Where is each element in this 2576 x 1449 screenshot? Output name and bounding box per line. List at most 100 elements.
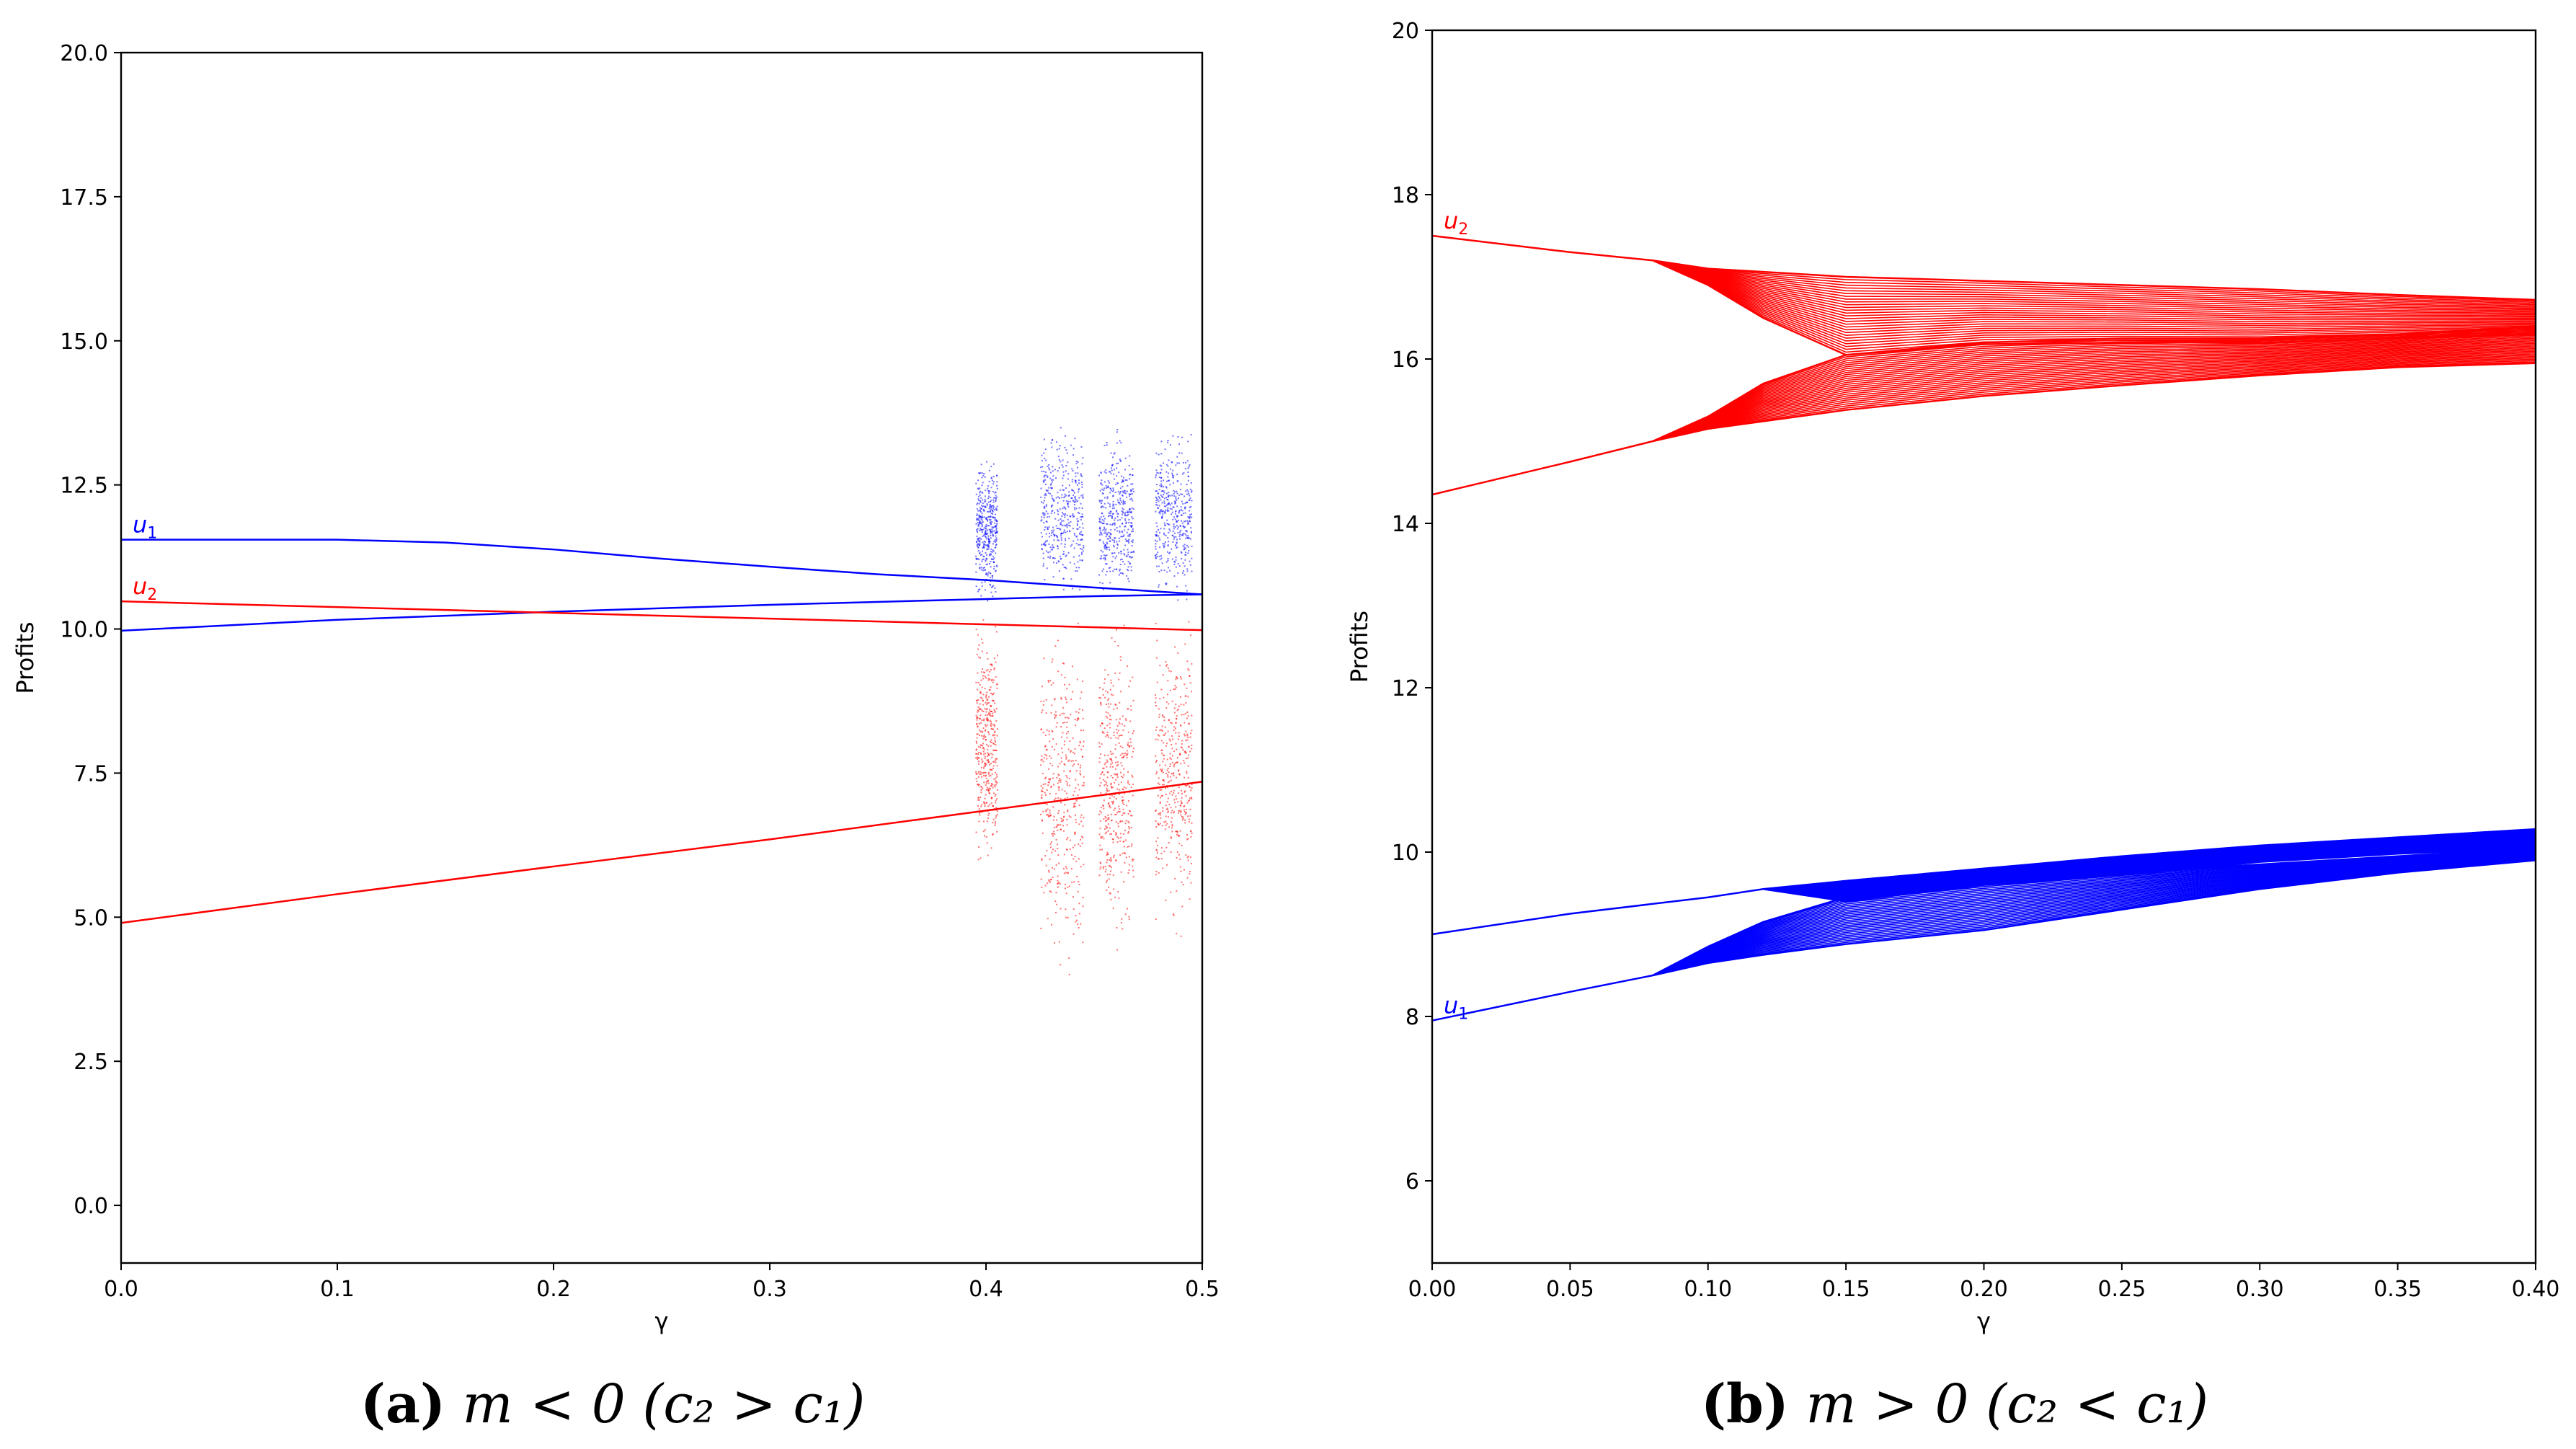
chaos-point (1098, 742, 1101, 744)
chaos-point (1155, 701, 1157, 704)
chaos-point (1176, 709, 1178, 712)
chaos-point (1045, 459, 1047, 461)
chaos-point (1099, 868, 1101, 870)
chaos-point (1171, 824, 1173, 826)
chaos-point (1124, 812, 1126, 814)
chaos-point (1188, 818, 1190, 820)
chaos-point (977, 531, 979, 533)
chaos-point (1111, 760, 1113, 762)
chaos-point (985, 559, 987, 561)
chaos-point (1109, 510, 1111, 513)
chaos-point (982, 694, 985, 696)
band-curve (1652, 260, 2536, 314)
chaos-point (1116, 499, 1119, 501)
chaos-point (1099, 848, 1101, 851)
chaos-point (991, 728, 993, 730)
chaos-point (984, 829, 986, 831)
panel-a-chart: 0.0 0.1 0.2 0.3 0.4 0.50.02.55.07.510.012.515… (12, 41, 1220, 1335)
chaos-point (1155, 452, 1158, 454)
chaos-point (1182, 749, 1184, 751)
chaos-point (975, 778, 977, 780)
chaos-point (1109, 513, 1111, 515)
chaos-point (1050, 534, 1052, 536)
chaos-point (1052, 533, 1054, 536)
chaos-point (1181, 743, 1183, 745)
chaos-point (1062, 577, 1065, 580)
chaos-point (1075, 475, 1077, 477)
band-curve (1653, 260, 2536, 302)
chaos-point (1109, 718, 1111, 720)
chaos-point (1127, 512, 1129, 514)
band-fill (1652, 847, 2536, 976)
chaos-point (1102, 588, 1104, 590)
chaos-point (1128, 918, 1130, 921)
chaos-point (1169, 551, 1171, 554)
chaos-point (987, 752, 989, 754)
chaos-point (1182, 817, 1184, 820)
chaos-point (1066, 524, 1068, 526)
chaos-point (1169, 753, 1171, 755)
chaos-point (1056, 776, 1058, 779)
chaos-point (980, 510, 982, 513)
chaos-point (1186, 660, 1189, 663)
x-tick-label: 0.25 (2097, 1277, 2146, 1302)
chaos-point (1104, 669, 1106, 671)
chaos-point (1175, 795, 1177, 797)
chaos-point (1171, 794, 1173, 796)
chaos-point (1176, 776, 1178, 779)
chaos-point (978, 559, 980, 561)
chaos-point (985, 763, 987, 765)
chaos-point (1126, 575, 1128, 577)
chaos-point (1122, 715, 1124, 717)
chaos-point (1127, 665, 1129, 668)
chaos-point (987, 600, 989, 602)
chaos-point (985, 532, 987, 534)
y-tick-label: 12 (1392, 676, 1419, 701)
chaos-point (1170, 776, 1172, 778)
chaos-point (1128, 464, 1130, 466)
chaos-point (1123, 786, 1125, 788)
chaos-point (1080, 518, 1082, 520)
chaos-point (1052, 475, 1054, 477)
chaos-point (1132, 750, 1134, 753)
series-label: u1 (133, 511, 157, 543)
chaos-point (982, 492, 984, 494)
chaos-point (989, 505, 991, 508)
chaos-point (1063, 553, 1065, 555)
chaos-point (986, 786, 988, 789)
chaos-point (1170, 812, 1172, 814)
chaos-point (1111, 467, 1113, 469)
chaos-point (1056, 819, 1058, 821)
chaos-point (1183, 570, 1185, 572)
chaos-point (1062, 820, 1064, 822)
chaos-point (1175, 806, 1177, 808)
chaos-point (1190, 434, 1192, 436)
chaos-point (1173, 914, 1175, 916)
chaos-point (1163, 734, 1165, 736)
chaos-point (1049, 740, 1051, 743)
series-line (120, 600, 1203, 632)
chaos-point (1174, 491, 1176, 493)
chaos-point (1058, 774, 1060, 776)
chaos-point (992, 712, 994, 714)
chaos-point (1116, 836, 1119, 838)
chaos-point (992, 463, 995, 465)
chaos-point (1058, 786, 1060, 789)
chaos-point (980, 786, 982, 788)
chaos-point (1107, 823, 1109, 825)
chaos-point (979, 588, 981, 590)
chaos-point (1103, 518, 1106, 520)
chaos-point (984, 724, 986, 726)
chaos-point (1044, 579, 1046, 581)
chaos-point (1100, 500, 1102, 502)
chaos-point (1074, 480, 1076, 482)
chaos-point (1155, 469, 1158, 471)
chaos-point (996, 505, 998, 508)
chaos-point (1187, 471, 1189, 474)
chaos-point (1059, 528, 1061, 530)
chaos-point (1184, 559, 1186, 561)
chaos-point (979, 814, 981, 816)
chaos-point (987, 573, 989, 575)
chaos-point (1163, 502, 1165, 505)
chaos-point (987, 699, 989, 701)
